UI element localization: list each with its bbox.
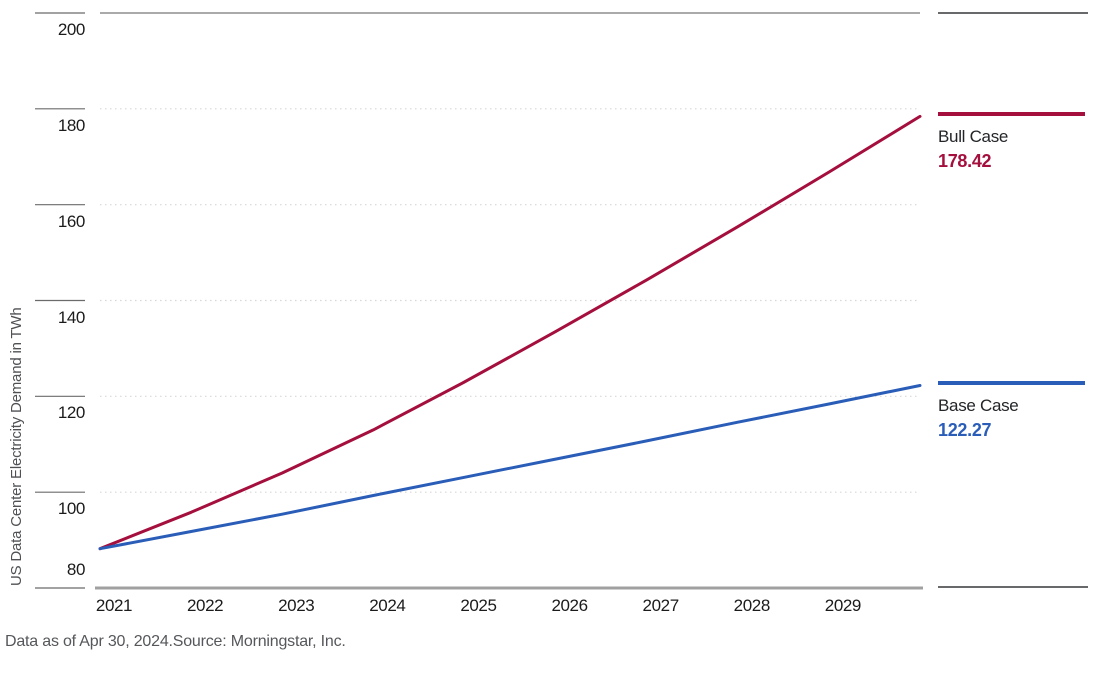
y-tick-label: 160 (57, 211, 86, 231)
x-tick-label: 2023 (278, 596, 315, 615)
legend-item-base-case: Base Case 122.27 (938, 381, 1088, 441)
y-tick-label: 80 (66, 560, 86, 579)
x-tick-label: 2024 (369, 596, 406, 615)
series-line-base-case (98, 384, 922, 551)
y-tick-label: 180 (57, 115, 86, 135)
bull-case-line-swatch (938, 112, 1085, 117)
base-case-line-swatch (938, 381, 1085, 386)
source-note: Data as of Apr 30, 2024.Source: Mornings… (5, 633, 346, 650)
x-tick-label: 2025 (460, 596, 497, 615)
y-tick-label: 140 (57, 307, 86, 327)
x-tick-label: 2028 (733, 596, 771, 615)
legend-end-value-base-case: 122.27 (938, 420, 992, 441)
legend-end-value-bull-case: 178.42 (938, 151, 992, 172)
legend-label-base-case: Base Case (938, 396, 1019, 416)
y-tick-label: 120 (57, 403, 86, 423)
series-line-bull-case (98, 114, 922, 551)
y-tick-label: 200 (57, 20, 86, 39)
legend-top-border (938, 12, 1088, 14)
y-axis-title: US Data Center Electricity Demand in TWh (8, 307, 25, 587)
x-tick-label: 2029 (824, 596, 862, 615)
y-tick-label: 100 (57, 499, 86, 519)
legend-label-bull-case: Bull Case (938, 127, 1009, 147)
x-tick-label: 2022 (187, 596, 224, 615)
legend-bottom-border (938, 586, 1088, 588)
x-tick-label: 2021 (95, 596, 133, 615)
legend-item-bull-case: Bull Case 178.42 (938, 112, 1088, 172)
x-tick-label: 2027 (642, 596, 680, 615)
x-tick-label: 2026 (551, 596, 588, 615)
